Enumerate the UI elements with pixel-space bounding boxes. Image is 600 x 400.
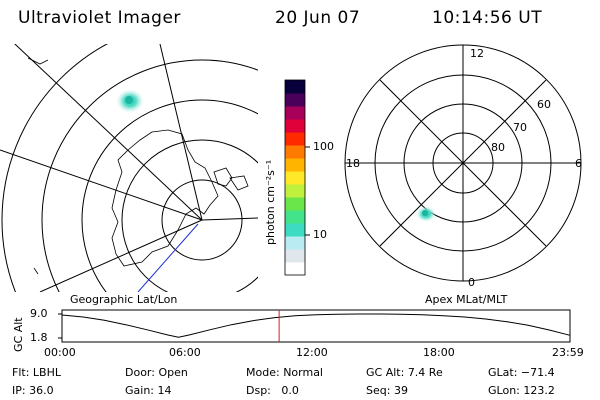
meridian	[201, 217, 258, 221]
info-door: Door: Open	[125, 366, 188, 379]
apex-emission-core	[422, 210, 428, 216]
colorbar-frame	[284, 79, 306, 276]
coastline	[213, 167, 233, 187]
colorbar-segment	[285, 119, 305, 133]
mlt-label-6: 6	[575, 157, 582, 170]
lat-label-80: 80	[491, 141, 505, 154]
colorbar-segment	[285, 106, 305, 120]
lat-label-70: 70	[513, 121, 527, 134]
timeline-xtick: 00:00	[44, 346, 76, 359]
colorbar-segment	[285, 158, 305, 172]
info-seq: Seq: 39	[366, 384, 408, 397]
colorbar-label-100: 100	[313, 140, 334, 153]
info-gain: Gain: 14	[125, 384, 172, 397]
timeline-ytick-high: 9.0	[30, 307, 48, 320]
timeline-xtick: 18:00	[423, 346, 455, 359]
lat-circle	[161, 179, 243, 261]
geo-panel-label: Geographic Lat/Lon	[70, 293, 178, 306]
timeline-xtick: 23:59	[552, 346, 584, 359]
mlt-label-12: 12	[470, 47, 484, 60]
timeline-xtick: 12:00	[296, 346, 328, 359]
colorbar-segment	[285, 93, 305, 107]
info-mode: Mode: Normal	[246, 366, 323, 379]
meridian	[14, 44, 203, 221]
lat-label-60: 60	[537, 98, 551, 111]
colorbar-label-10: 10	[313, 228, 327, 241]
mlt-label-0: 0	[468, 276, 475, 289]
colorbar	[285, 80, 305, 276]
timeline-ytick-low: 1.8	[30, 331, 48, 344]
apex-panel-label: Apex MLat/MLT	[425, 293, 508, 306]
colorbar-segment	[285, 80, 305, 94]
coastline	[33, 267, 39, 275]
colorbar-segment	[285, 236, 305, 250]
mlt-label-18: 18	[346, 157, 360, 170]
apex-diagonal	[379, 79, 547, 247]
meridian	[0, 149, 203, 221]
lat-circle	[121, 139, 258, 292]
coastline	[229, 175, 249, 191]
colorbar-segment	[285, 262, 305, 276]
footprint-track	[137, 223, 199, 292]
info-glon: GLon: 123.2	[488, 384, 555, 397]
info-dsp: Dsp: 0.0	[246, 384, 299, 397]
coastline	[27, 57, 49, 65]
date-label: 20 Jun 07	[275, 8, 361, 28]
timeline-ylabel: GC Alt	[12, 317, 25, 352]
time-label: 10:14:56 UT	[432, 8, 543, 28]
info-gc-alt: GC Alt: 7.4 Re	[366, 366, 443, 379]
colorbar-unit-label: photon cm⁻²s⁻¹	[264, 159, 277, 245]
lat-circle	[41, 59, 258, 292]
timeline-frame	[61, 309, 571, 343]
colorbar-segment	[285, 197, 305, 211]
lat-circle	[1, 44, 109, 292]
meridian	[39, 219, 203, 292]
timeline-xtick: 06:00	[169, 346, 201, 359]
meridian	[159, 44, 203, 221]
lat-circle	[81, 99, 258, 292]
colorbar-segment	[285, 145, 305, 159]
colorbar-segment	[285, 184, 305, 198]
colorbar-segment	[285, 210, 305, 224]
instrument-title: Ultraviolet Imager	[18, 8, 181, 28]
colorbar-segment	[285, 249, 305, 263]
info-flt: Flt: LBHL	[12, 366, 61, 379]
info-ip: IP: 36.0	[12, 384, 54, 397]
colorbar-segment	[285, 132, 305, 146]
altitude-line	[61, 313, 571, 338]
coastline	[111, 129, 219, 267]
colorbar-segment	[285, 223, 305, 237]
info-glat: GLat: −71.4	[488, 366, 555, 379]
colorbar-segment	[285, 171, 305, 185]
emission-core	[125, 96, 133, 104]
